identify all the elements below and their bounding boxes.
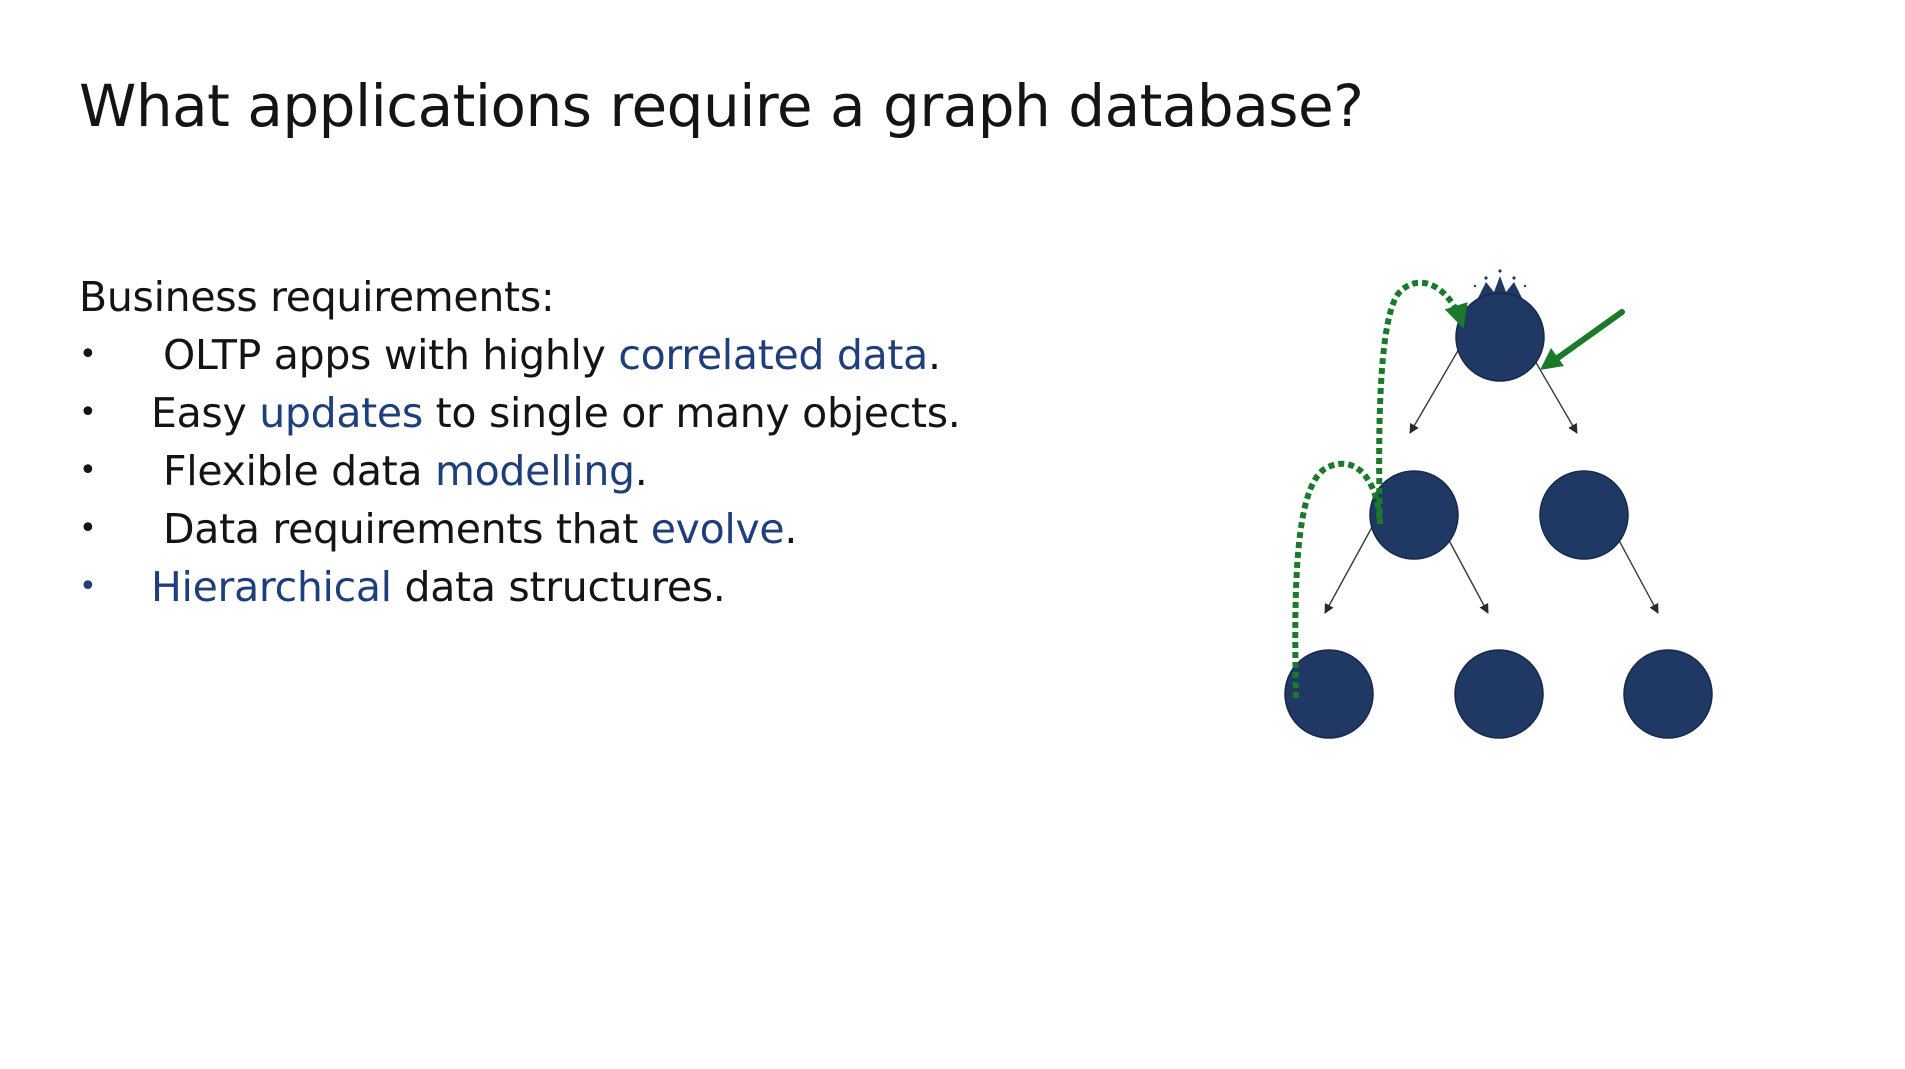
item-text-end: . xyxy=(634,447,648,495)
item-text: Easy xyxy=(151,389,260,437)
node-child-right xyxy=(1539,470,1629,560)
edge-left-leaf1 xyxy=(1324,517,1378,614)
list-item: • Flexible data modelling. xyxy=(79,442,961,500)
item-text-end: to single or many objects. xyxy=(422,389,961,437)
item-text: Data requirements that xyxy=(163,505,651,553)
item-highlight: modelling xyxy=(435,447,635,495)
list-item: • Data requirements that evolve. xyxy=(79,500,961,558)
path-child-to-root xyxy=(1376,279,1468,525)
item-text: Flexible data xyxy=(163,447,435,495)
requirements-heading: Business requirements: xyxy=(79,273,555,321)
bullet-icon: • xyxy=(79,569,97,604)
bullet-icon: • xyxy=(79,511,97,546)
list-item: • Hierarchical data structures. xyxy=(79,558,961,616)
bullet-icon: • xyxy=(79,337,97,372)
item-text-end: data structures. xyxy=(391,563,726,611)
node-leaf-2 xyxy=(1454,649,1544,739)
requirements-list: • OLTP apps with highly correlated data.… xyxy=(79,326,961,616)
item-highlight: evolve xyxy=(650,505,785,553)
bullet-icon: • xyxy=(79,395,97,430)
list-item: • Easy updates to single or many objects… xyxy=(79,384,961,442)
item-highlight: Hierarchical xyxy=(151,563,392,611)
item-text-end: . xyxy=(784,505,798,553)
item-highlight: updates xyxy=(259,389,423,437)
hierarchy-diagram xyxy=(1284,269,1713,739)
list-item: • OLTP apps with highly correlated data. xyxy=(79,326,961,384)
node-leaf-3 xyxy=(1623,649,1713,739)
traversal-paths xyxy=(1292,279,1468,699)
requirements-block: Business requirements: • OLTP apps with … xyxy=(79,268,961,616)
item-text-end: . xyxy=(928,331,941,379)
green-arrow-icon xyxy=(1540,309,1625,370)
edge-root-left xyxy=(1409,341,1464,434)
item-highlight: correlated data xyxy=(618,331,929,379)
slide-title: What applications require a graph databa… xyxy=(79,72,1364,140)
node-root xyxy=(1455,292,1545,382)
tree-nodes xyxy=(1284,292,1713,739)
node-child-left xyxy=(1369,470,1459,560)
bullet-icon: • xyxy=(79,453,97,488)
path-leaf-to-child xyxy=(1292,460,1383,699)
item-text: OLTP apps with highly xyxy=(163,331,619,379)
node-leaf-1 xyxy=(1284,649,1374,739)
